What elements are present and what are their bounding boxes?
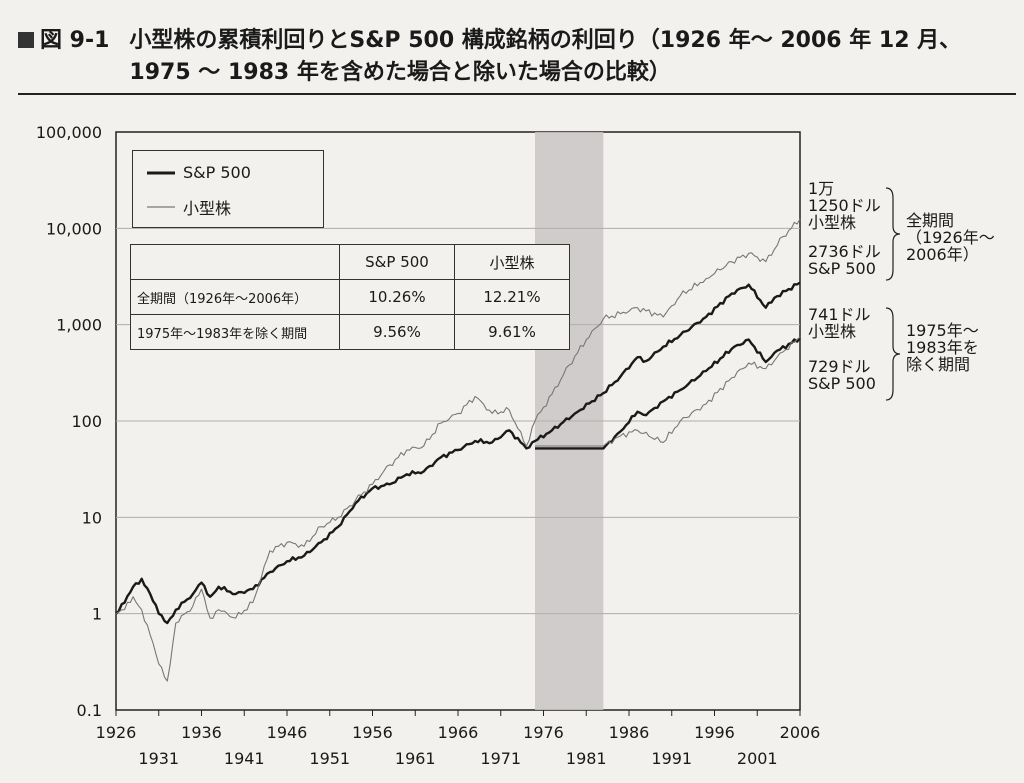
table-row-label: 全期間（1926年～2006年） [130,279,340,315]
annotation-full-period: 全期間 （1926年～ 2006年） [906,211,995,264]
legend: S&P 500 小型株 [132,150,324,228]
small-cap-series-line [115,218,801,682]
legend-swatch-thin [147,206,175,208]
x-tick-label: 1956 [352,723,393,742]
figure-title: 図 9-1 小型株の累積利回りとS&P 500 構成銘柄の利回り（1926 年～… [18,22,1018,89]
y-tick-label: 100,000 [36,123,102,142]
table-row-label: 1975年～1983年を除く期間 [130,314,340,350]
figure-title-text: 小型株の累積利回りとS&P 500 構成銘柄の利回り（1926 年～ 2006 … [129,28,962,85]
y-tick-label: 1,000 [56,316,102,335]
brace-icon [885,187,901,281]
x-tick-label: 1941 [224,749,265,768]
legend-swatch-bold [147,171,175,174]
table-header-cell: S&P 500 [339,244,455,280]
x-tick-label: 1986 [609,723,650,742]
square-bullet-icon [18,32,34,48]
annotation-sp500-excl: 729ドル S&P 500 [808,357,876,393]
x-tick-label: 1991 [651,749,692,768]
annotation-excl-period: 1975年～ 1983年を 除く期間 [906,321,979,374]
x-tick-label: 1996 [694,723,735,742]
annotation-sp500-full: 2736ドル S&P 500 [808,242,881,278]
legend-item-sp500: S&P 500 [147,163,251,182]
x-tick-label: 1936 [181,723,222,742]
x-tick-label: 1966 [438,723,479,742]
x-tick-label: 1971 [480,749,521,768]
returns-table: S&P 500 小型株 全期間（1926年～2006年） 10.26% 12.2… [130,244,570,350]
x-tick-label: 1931 [138,749,179,768]
table-row: 1975年～1983年を除く期間 9.56% 9.61% [130,314,570,350]
x-tick-label: 2001 [737,749,778,768]
x-tick-label: 1951 [309,749,350,768]
legend-item-small: 小型株 [147,195,231,219]
y-tick-label: 10,000 [46,219,102,238]
table-header-row: S&P 500 小型株 [130,244,570,280]
x-tick-label: 1926 [96,723,137,742]
table-cell: 10.26% [339,279,455,315]
sp500-series-line [115,281,801,625]
table-cell: 9.61% [454,314,570,350]
table-cell: 9.56% [339,314,455,350]
figure-number: 図 9-1 [18,22,109,54]
x-tick-label: 1976 [523,723,564,742]
x-tick-label: 1961 [395,749,436,768]
y-tick-label: 10 [82,508,102,527]
annotation-small-full: 1万 1250ドル 小型株 [808,179,881,232]
x-tick-label: 1946 [267,723,308,742]
small-cap-series-line [535,336,801,447]
annotation-small-excl: 741ドル 小型株 [808,305,871,341]
y-tick-label: 100 [71,412,102,431]
y-tick-label: 0.1 [77,701,102,720]
sp500-series-line [535,337,801,450]
table-cell: 12.21% [454,279,570,315]
table-header-cell: 小型株 [454,244,570,280]
x-tick-label: 1981 [566,749,607,768]
title-rule [18,93,1016,95]
table-row: 全期間（1926年～2006年） 10.26% 12.21% [130,279,570,315]
y-tick-label: 1 [92,605,102,624]
brace-icon [885,307,901,401]
table-header-cell [130,244,340,280]
x-tick-label: 2006 [780,723,821,742]
